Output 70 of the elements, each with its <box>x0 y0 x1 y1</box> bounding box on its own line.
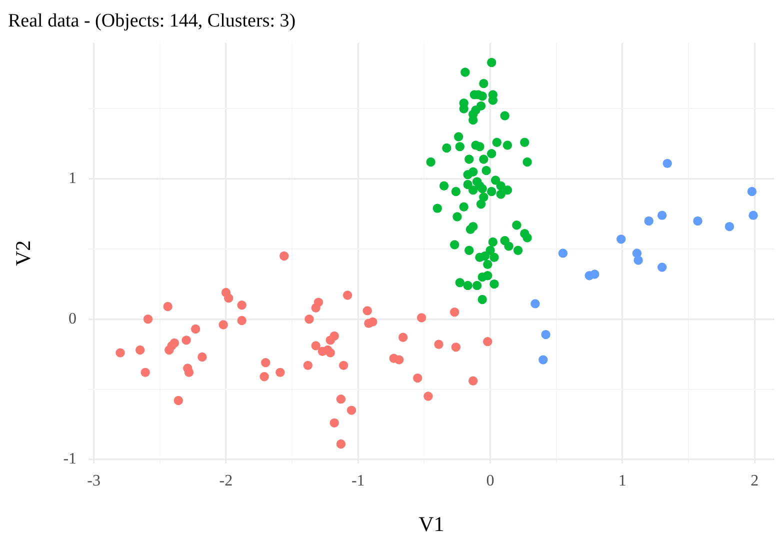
point <box>434 340 444 349</box>
x-axis-title: V1 <box>418 512 444 536</box>
point <box>260 372 269 382</box>
point <box>416 313 426 322</box>
point <box>693 216 702 226</box>
point <box>590 270 600 279</box>
point <box>116 348 125 358</box>
point <box>338 360 348 370</box>
point <box>174 396 183 406</box>
point <box>530 299 540 308</box>
point <box>280 251 289 261</box>
x-tick-label: 0 <box>486 472 494 490</box>
point <box>224 293 234 303</box>
point <box>330 418 339 428</box>
point <box>311 341 320 350</box>
point <box>336 439 346 449</box>
point <box>135 345 145 355</box>
point <box>662 158 672 168</box>
y-tick-label: 1 <box>68 170 77 188</box>
point <box>261 358 270 368</box>
point <box>362 306 372 316</box>
point <box>747 186 757 196</box>
point <box>276 368 285 378</box>
point <box>558 248 568 258</box>
point <box>450 308 460 317</box>
x-tick-label: -1 <box>351 472 365 490</box>
x-tick-label: 2 <box>750 472 759 490</box>
point <box>644 216 654 226</box>
point <box>451 342 461 352</box>
point <box>190 324 200 334</box>
point <box>314 298 324 307</box>
y-axis-title: V2 <box>11 240 36 266</box>
point <box>237 300 246 310</box>
y-tick-label: -1 <box>63 450 77 468</box>
x-tick-label: -2 <box>219 472 233 490</box>
chart-title: Real data - (Objects: 144, Clusters: 3) <box>8 10 296 32</box>
point <box>483 336 492 346</box>
point <box>184 368 194 378</box>
point <box>657 262 667 272</box>
point <box>198 352 207 362</box>
point <box>143 314 153 324</box>
point <box>182 336 191 345</box>
point <box>304 314 314 324</box>
point <box>170 338 180 348</box>
point <box>368 317 378 327</box>
point <box>412 373 422 383</box>
point <box>163 302 172 312</box>
point <box>218 320 228 330</box>
point <box>303 360 312 370</box>
y-tick-label: 0 <box>68 310 77 328</box>
point <box>330 331 339 341</box>
point <box>237 316 246 326</box>
point <box>394 355 404 364</box>
point <box>342 290 352 300</box>
point <box>541 330 550 340</box>
point <box>346 406 356 415</box>
point <box>724 222 734 232</box>
point <box>538 355 548 364</box>
x-tick-label: -3 <box>87 472 100 490</box>
point <box>140 368 150 378</box>
point <box>326 348 335 358</box>
point <box>424 392 433 401</box>
point <box>336 394 346 404</box>
point <box>616 234 626 244</box>
point <box>634 256 643 265</box>
point <box>398 332 408 342</box>
point <box>657 210 667 220</box>
point <box>468 376 478 386</box>
point <box>748 210 758 220</box>
x-tick-label: 1 <box>618 472 626 490</box>
